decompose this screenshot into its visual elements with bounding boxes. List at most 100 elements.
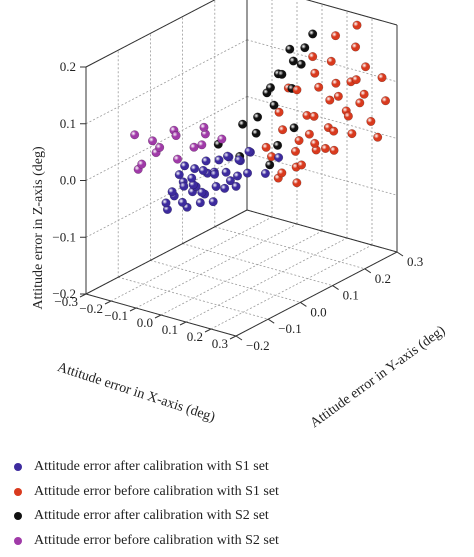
legend-item-s2-after: Attitude error after calibration with S2… xyxy=(14,504,464,529)
data-point-series-2 xyxy=(290,146,301,156)
x-tick-label: −0.3 xyxy=(54,294,78,309)
grid-line xyxy=(135,223,298,309)
x-tick-mark xyxy=(204,328,212,333)
data-point-series-3 xyxy=(269,100,279,110)
grid-line xyxy=(150,260,301,303)
data-point-series-2 xyxy=(331,31,341,41)
data-point-series-1 xyxy=(260,168,270,178)
data-point-series-4 xyxy=(155,142,165,152)
grid-line xyxy=(85,152,248,238)
data-point-series-2 xyxy=(361,62,371,72)
legend-marker-s2-before xyxy=(14,536,22,545)
data-point-series-4 xyxy=(147,136,158,146)
data-point-series-2 xyxy=(294,135,304,146)
y-axis-label: Attitude error in Y-axis (deg) xyxy=(308,323,449,431)
data-point-series-1 xyxy=(225,176,235,186)
data-point-series-2 xyxy=(320,143,331,153)
y-tick-label: −0.1 xyxy=(278,321,302,336)
data-point-series-3 xyxy=(253,112,263,122)
data-point-series-2 xyxy=(351,42,361,52)
data-point-series-2 xyxy=(325,95,335,105)
data-point-series-2 xyxy=(373,132,383,142)
data-point-series-1 xyxy=(232,171,243,181)
tick-labels: −0.3 −0.2 −0.1 0.0 0.1 0.2 0.3 −0.2−0.10.00.10.… xyxy=(52,59,423,353)
data-point-series-4 xyxy=(137,159,147,169)
data-point-series-2 xyxy=(326,56,336,66)
legend-marker-s2-after xyxy=(14,512,22,521)
data-point-series-2 xyxy=(343,111,353,121)
data-point-series-1 xyxy=(195,198,205,208)
y-tick-mark xyxy=(332,285,339,291)
y-tick-label: 0.2 xyxy=(375,271,391,286)
y-tick-mark xyxy=(396,251,404,257)
data-point-series-1 xyxy=(187,173,197,183)
data-point-series-2 xyxy=(274,107,284,117)
data-point-series-1 xyxy=(210,169,220,179)
data-point-series-2 xyxy=(308,52,318,62)
x-axis-label: Attitude error in X-axis (deg) xyxy=(55,360,217,425)
data-point-series-2 xyxy=(292,178,302,188)
data-point-series-2 xyxy=(333,91,343,101)
data-point-series-1 xyxy=(234,155,244,165)
legend-marker-s1-after xyxy=(14,463,22,472)
data-point-series-1 xyxy=(167,187,177,197)
grid-line xyxy=(85,0,216,68)
frame-edge xyxy=(246,209,398,253)
legend-label-s1-after: Attitude error after calibration with S1… xyxy=(34,459,269,475)
data-point-series-3 xyxy=(265,160,275,170)
data-point-series-2 xyxy=(278,125,288,135)
legend-item-s1-after: Attitude error after calibration with S1… xyxy=(14,455,464,480)
z-tick-label: 0.2 xyxy=(60,59,76,74)
legend-item-s1-before: Attitude error before calibration with S… xyxy=(14,480,464,505)
z-axis-label: Attitude error in Z-axis (deg) xyxy=(31,146,46,310)
y-tick-mark xyxy=(364,268,372,274)
data-point-series-2 xyxy=(329,126,339,136)
legend-marker-s1-before xyxy=(14,487,22,496)
data-point-series-1 xyxy=(190,164,200,174)
grid-line xyxy=(182,243,333,286)
data-point-series-1 xyxy=(197,187,207,197)
data-point-series-3 xyxy=(288,56,298,66)
data-point-series-2 xyxy=(292,85,302,95)
data-point-series-4 xyxy=(189,142,199,152)
scatter-3d-plot: −0.3 −0.2 −0.1 0.0 0.1 0.2 0.3 −0.2−0.10.00.10.… xyxy=(31,0,449,431)
data-point-series-1 xyxy=(231,181,241,191)
data-point-series-1 xyxy=(220,183,230,193)
y-tick-label: 0.0 xyxy=(310,304,326,319)
y-tick-mark xyxy=(267,318,275,324)
data-point-series-4 xyxy=(172,154,183,164)
data-point-series-1 xyxy=(208,197,218,207)
y-tick-label: 0.1 xyxy=(343,288,359,303)
data-point-series-2 xyxy=(314,82,324,92)
frame-edge xyxy=(85,209,248,295)
y-tick-mark xyxy=(300,301,307,307)
data-point-series-2 xyxy=(366,116,376,126)
data-point-series-3 xyxy=(238,119,248,129)
data-point-series-2 xyxy=(310,68,320,78)
data-point-series-2 xyxy=(355,98,365,108)
data-point-series-1 xyxy=(177,197,187,207)
grid-lines xyxy=(85,0,398,337)
x-tick-label: −0.1 xyxy=(104,308,128,323)
data-point-series-2 xyxy=(277,168,287,178)
data-point-series-4 xyxy=(130,130,140,140)
legend-label-s2-after: Attitude error after calibration with S2… xyxy=(34,508,269,524)
grid-line xyxy=(214,226,365,270)
data-point-series-3 xyxy=(308,29,318,39)
x-tick-mark xyxy=(154,314,162,319)
x-tick-label: 0.3 xyxy=(212,336,228,351)
y-tick-label: −0.2 xyxy=(246,338,270,353)
box-frame xyxy=(85,0,398,337)
data-point-series-4 xyxy=(199,122,209,132)
grid-line xyxy=(246,39,398,83)
data-point-series-1 xyxy=(180,161,190,171)
legend-label-s1-before: Attitude error before calibration with S… xyxy=(34,483,279,499)
legend-item-s2-before: Attitude error before calibration with S… xyxy=(14,529,464,554)
data-point-series-1 xyxy=(214,155,224,165)
data-point-series-3 xyxy=(277,69,287,79)
data-point-series-2 xyxy=(347,129,357,139)
data-point-series-2 xyxy=(352,20,362,30)
data-points xyxy=(130,20,391,215)
grid-line xyxy=(160,230,323,316)
x-tick-mark xyxy=(129,307,137,312)
